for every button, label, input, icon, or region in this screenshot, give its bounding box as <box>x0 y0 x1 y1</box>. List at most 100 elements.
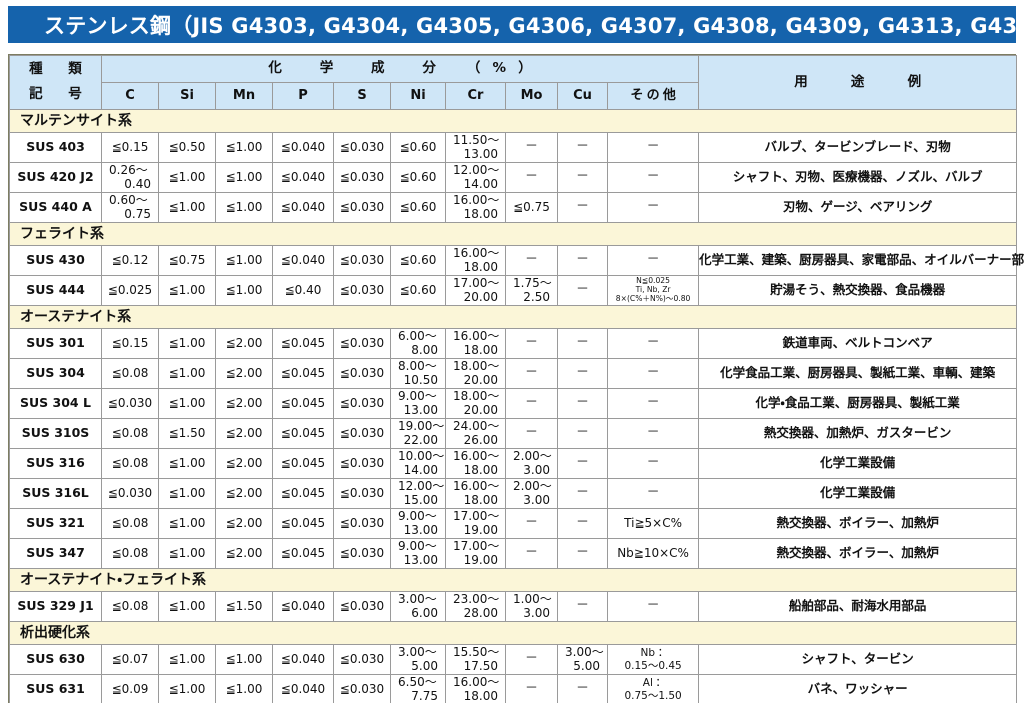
cell-cu: － <box>557 245 608 276</box>
cell-p: ≦0.045 <box>272 328 334 359</box>
cell-p: ≦0.040 <box>272 132 334 163</box>
page-title: ステンレス鋼（JIS G4303, G4304, G4305, G4306, G… <box>44 13 1024 38</box>
cell-si: ≦1.00 <box>158 674 216 703</box>
cell-si: ≦1.00 <box>158 388 216 419</box>
cell-cr: 12.00～ 14.00 <box>445 162 506 193</box>
section-header-row: フェライト系 <box>8 222 1018 246</box>
cell-s: ≦0.030 <box>333 448 391 479</box>
cell-grade-symbol: SUS 304 L <box>9 388 102 419</box>
cell-ni: 12.00～ 15.00 <box>390 478 446 509</box>
cell-cr: 11.50～ 13.00 <box>445 132 506 163</box>
cell-other: Nb： 0.15～0.45 <box>606 644 700 675</box>
section-title: オーステナイト・フェライト系 <box>8 568 1018 592</box>
table-row: SUS 440 A 0.60～ 0.75 ≦1.00 ≦1.00 ≦0.040 ≦0.030… <box>9 192 1018 223</box>
cell-other-line: N≦0.025 <box>636 276 670 286</box>
cell-ni: 10.00～ 14.00 <box>390 448 446 479</box>
cell-cu: － <box>557 132 608 163</box>
cell-c: ≦0.09 <box>101 674 159 703</box>
cell-usage-example: 刃物、ゲージ、ベアリング <box>698 192 1018 223</box>
cell-mn: ≦1.00 <box>215 192 273 223</box>
cell-c: 0.26～ 0.40 <box>101 162 159 193</box>
cell-usage-example: 化学工業設備 <box>698 448 1018 479</box>
table-row: SUS 310S ≦0.08 ≦1.50 ≦2.00 ≦0.045 ≦0.030 19.00… <box>9 418 1018 449</box>
cell-other-line: 0.75～1.50 <box>624 689 682 702</box>
section-header-row: 析出硬化系 <box>8 621 1018 645</box>
cell-mn: ≦1.00 <box>215 275 273 306</box>
cell-mo: － <box>505 538 558 569</box>
cell-other: － <box>606 328 700 359</box>
cell-mn: ≦2.00 <box>215 508 273 539</box>
cell-other: － <box>606 388 700 419</box>
cell-grade-symbol: SUS 316 <box>9 448 102 479</box>
cell-cu: 3.00～ 5.00 <box>557 644 608 675</box>
cell-cu: － <box>557 418 608 449</box>
header-element-cu: Cu <box>557 82 608 110</box>
cell-c: ≦0.08 <box>101 538 159 569</box>
cell-mn: ≦2.00 <box>215 358 273 389</box>
cell-grade-symbol: SUS 329 J1 <box>9 591 102 622</box>
cell-cu: － <box>557 448 608 479</box>
cell-mo: － <box>505 245 558 276</box>
cell-p: ≦0.045 <box>272 418 334 449</box>
cell-c: ≦0.12 <box>101 245 159 276</box>
cell-p: ≦0.040 <box>272 162 334 193</box>
header-element-mo: Mo <box>505 82 558 110</box>
header-chemical-composition: 化 学 成 分 （%） <box>100 55 700 83</box>
cell-grade-symbol: SUS 444 <box>9 275 102 306</box>
cell-ni: 6.00～ 8.00 <box>390 328 446 359</box>
cell-c: 0.60～ 0.75 <box>101 192 159 223</box>
cell-c: ≦0.030 <box>101 388 159 419</box>
cell-cu: － <box>557 328 608 359</box>
table-row: SUS 403 ≦0.15 ≦0.50 ≦1.00 ≦0.040 ≦0.030 ≦0.60 1… <box>9 132 1018 163</box>
cell-si: ≦1.00 <box>158 162 216 193</box>
cell-s: ≦0.030 <box>333 508 391 539</box>
cell-si: ≦0.50 <box>158 132 216 163</box>
header-usage-example: 用 途 例 <box>698 55 1018 110</box>
cell-c: ≦0.08 <box>101 448 159 479</box>
cell-cu: － <box>557 508 608 539</box>
section-header-row: オーステナイト系 <box>8 305 1018 329</box>
cell-p: ≦0.045 <box>272 388 334 419</box>
cell-p: ≦0.040 <box>272 245 334 276</box>
cell-cr: 16.00～ 18.00 <box>445 478 506 509</box>
cell-si: ≦1.00 <box>158 192 216 223</box>
cell-other-line: 8×(C%＋N%)～0.80 <box>615 293 691 303</box>
cell-cu: － <box>557 192 608 223</box>
cell-cu: － <box>557 162 608 193</box>
cell-other: － <box>606 591 700 622</box>
cell-p: ≦0.045 <box>272 538 334 569</box>
cell-mo: － <box>505 508 558 539</box>
cell-s: ≦0.030 <box>333 358 391 389</box>
table-row: SUS 329 J1 ≦0.08 ≦1.00 ≦1.50 ≦0.040 ≦0.030 3.0… <box>9 591 1018 622</box>
cell-usage-example: 熱交換器、加熱炉、ガスタービン <box>698 418 1018 449</box>
cell-cr: 16.00～ 18.00 <box>445 674 506 703</box>
cell-s: ≦0.030 <box>333 328 391 359</box>
cell-other-line: Ti, Nb, Zr <box>635 285 671 295</box>
cell-s: ≦0.030 <box>333 388 391 419</box>
cell-mo: － <box>505 644 558 675</box>
cell-cr: 15.50～ 17.50 <box>445 644 506 675</box>
table-row: SUS 347 ≦0.08 ≦1.00 ≦2.00 ≦0.045 ≦0.030 9.00～ 1… <box>9 538 1018 569</box>
cell-cu: － <box>557 674 608 703</box>
table-row: SUS 301 ≦0.15 ≦1.00 ≦2.00 ≦0.045 ≦0.030 6.00～ 8… <box>9 328 1018 359</box>
cell-cr: 16.00～ 18.00 <box>445 328 506 359</box>
cell-ni: ≦0.60 <box>390 132 446 163</box>
cell-usage-example: 化学工業、建築、厨房器具、家電部品、オイルバーナー部品 <box>698 245 1024 276</box>
cell-cr: 16.00～ 18.00 <box>445 192 506 223</box>
cell-p: ≦0.045 <box>272 448 334 479</box>
cell-c: ≦0.08 <box>101 508 159 539</box>
cell-mn: ≦1.00 <box>215 245 273 276</box>
cell-ni: 9.00～ 13.00 <box>390 538 446 569</box>
section-header-row: マルテンサイト系 <box>8 109 1018 133</box>
cell-mn: ≦1.00 <box>215 162 273 193</box>
cell-other: － <box>606 358 700 389</box>
header-element-c: C <box>101 82 159 110</box>
cell-ni: 19.00～ 22.00 <box>390 418 446 449</box>
cell-cr: 18.00～ 20.00 <box>445 388 506 419</box>
cell-s: ≦0.030 <box>333 162 391 193</box>
cell-c: ≦0.030 <box>101 478 159 509</box>
cell-mo: 2.00～ 3.00 <box>505 448 558 479</box>
cell-ni: 9.00～ 13.00 <box>390 508 446 539</box>
cell-si: ≦1.00 <box>158 591 216 622</box>
cell-mo: － <box>505 388 558 419</box>
